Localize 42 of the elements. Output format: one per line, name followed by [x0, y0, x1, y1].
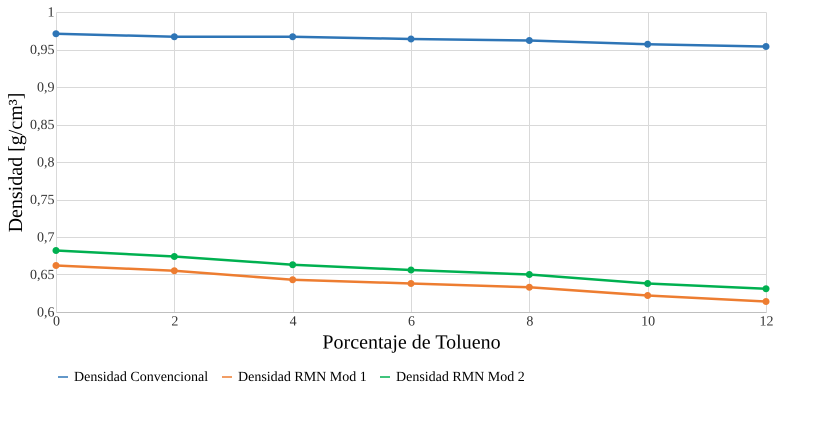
x-tick-label: 4 — [290, 314, 297, 330]
y-tick-label: 0,8 — [37, 156, 54, 170]
point — [289, 33, 296, 40]
point — [170, 33, 178, 40]
point — [407, 280, 415, 288]
y-tick-label: 0,6 — [37, 306, 54, 320]
point — [526, 270, 533, 278]
y-tick-label: 1 — [48, 6, 54, 20]
point — [644, 280, 652, 288]
point — [289, 276, 296, 284]
y-axis-title: Densidad [g/cm³] — [5, 92, 27, 232]
y-tick-label: 0,95 — [30, 43, 54, 58]
legend-label: Densidad RMN Mod 1 — [238, 370, 367, 385]
x-tick-label: 12 — [760, 314, 774, 330]
point — [170, 252, 178, 260]
y-tick-label: 0,65 — [30, 268, 54, 283]
point — [52, 262, 60, 270]
point — [407, 266, 415, 274]
point — [526, 36, 533, 44]
point — [644, 292, 652, 300]
y-tick-label: 0,9 — [37, 80, 54, 96]
point — [289, 261, 296, 268]
legend-label: Densidad RMN Mod 2 — [396, 370, 525, 385]
point — [407, 35, 415, 43]
x-tick-label: 0 — [53, 314, 60, 330]
y-tick-label: 0,85 — [30, 118, 54, 133]
legend-label: Densidad Convencional — [74, 370, 208, 385]
x-tick-label: 2 — [171, 314, 178, 330]
point — [526, 284, 533, 291]
point — [170, 267, 178, 274]
x-tick-label: 10 — [641, 314, 656, 330]
point — [52, 30, 60, 38]
point — [762, 42, 770, 50]
point — [762, 285, 770, 292]
x-tick-label: 8 — [526, 314, 534, 330]
point — [644, 40, 652, 48]
x-tick-label: 6 — [408, 314, 415, 330]
x-axis-title: Porcentaje de Tolueno — [322, 332, 501, 354]
y-tick-label: 0,75 — [30, 193, 54, 208]
point — [52, 246, 60, 254]
point — [762, 298, 770, 306]
y-tick-label: 0,7 — [37, 230, 54, 246]
